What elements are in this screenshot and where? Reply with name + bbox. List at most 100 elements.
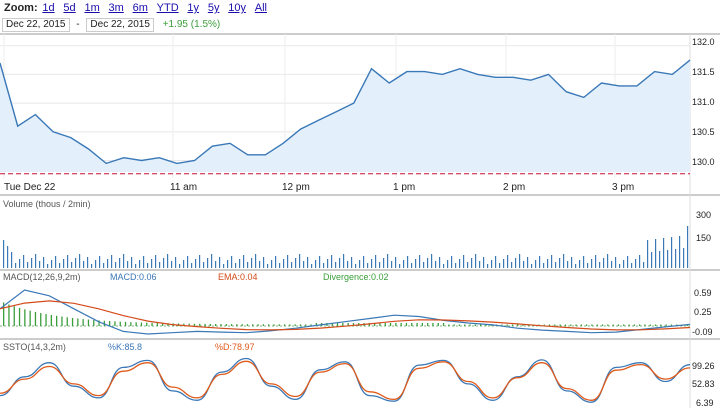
macd-histogram-bar — [50, 314, 52, 326]
volume-bar — [515, 258, 517, 268]
macd-histogram-bar — [660, 324, 662, 326]
volume-bar — [623, 260, 625, 268]
price-tick-2: 131.0 — [692, 97, 715, 107]
volume-bar — [411, 263, 413, 268]
macd-histogram-bar — [649, 324, 651, 326]
volume-bar — [423, 262, 425, 268]
macd-histogram-bar — [448, 324, 450, 326]
volume-bar — [115, 262, 117, 268]
zoom-5d[interactable]: 5d — [63, 2, 76, 14]
macd-histogram-bar — [474, 324, 476, 326]
volume-bar — [311, 264, 313, 268]
volume-bar — [51, 260, 53, 268]
volume-bar — [239, 259, 241, 268]
zoom-ytd[interactable]: YTD — [156, 2, 179, 14]
zoom-1d[interactable]: 1d — [42, 2, 55, 14]
volume-bar — [627, 256, 629, 268]
macd-label: MACD(12,26,9,2m) — [3, 272, 81, 282]
zoom-all[interactable]: All — [254, 2, 267, 14]
volume-bar — [547, 259, 549, 268]
ema-line — [0, 300, 691, 331]
volume-bar — [59, 263, 61, 268]
zoom-3m[interactable]: 3m — [108, 2, 124, 14]
volume-bar — [131, 257, 133, 268]
volume-bar — [535, 260, 537, 268]
macd-histogram-bar — [66, 317, 68, 326]
volume-bar — [663, 238, 665, 268]
macd-histogram-bar — [517, 324, 519, 326]
ssto-tick-0: 99.26 — [692, 361, 715, 371]
volume-bar — [163, 258, 165, 268]
volume-bars — [3, 226, 689, 268]
macd-histogram-bar — [24, 309, 26, 326]
macd-histogram-bar — [400, 322, 402, 326]
macd-histogram-bar — [283, 324, 286, 326]
volume-bar — [127, 261, 129, 268]
volume-bar — [427, 258, 429, 268]
time-tick-3: 1 pm — [393, 182, 415, 193]
macd-histogram-bar — [225, 324, 227, 326]
volume-bar — [655, 239, 657, 268]
macd-histogram-bar — [29, 310, 31, 326]
volume-bar — [683, 248, 685, 268]
volume-bar — [375, 255, 377, 268]
volume-label: Volume (thous / 2min) — [3, 199, 91, 209]
macd-histogram-bar — [480, 324, 482, 326]
macd-histogram-bar — [591, 324, 593, 326]
macd-histogram-bar — [93, 319, 95, 326]
macd-histogram-bar — [278, 324, 280, 326]
volume-bar — [215, 261, 217, 268]
macd-histogram-bar — [82, 319, 84, 326]
volume-bar — [227, 260, 229, 268]
volume-bar — [275, 256, 277, 268]
volume-bar — [63, 259, 65, 268]
range-end-date[interactable]: Dec 22, 2015 — [86, 18, 154, 32]
zoom-1m[interactable]: 1m — [84, 2, 100, 14]
range-start-date[interactable]: Dec 22, 2015 — [2, 18, 70, 32]
zoom-6m[interactable]: 6m — [132, 2, 148, 14]
macd-histogram-bar — [98, 320, 100, 326]
volume-bar — [467, 262, 469, 268]
volume-bar — [679, 236, 681, 268]
volume-bar — [347, 261, 349, 268]
volume-bar — [619, 264, 621, 268]
volume-bar — [15, 263, 17, 268]
volume-bar — [119, 258, 121, 268]
volume-bar — [255, 254, 257, 268]
volume-bar — [151, 259, 153, 268]
volume-bar — [479, 261, 481, 268]
sto-k-line — [0, 357, 691, 403]
volume-bar — [487, 264, 489, 268]
volume-bar — [579, 260, 581, 268]
volume-bar — [539, 256, 541, 268]
volume-bar — [235, 263, 237, 268]
volume-bar — [67, 255, 69, 268]
macd-histogram-bar — [686, 324, 688, 326]
price-tick-3: 130.5 — [692, 127, 715, 137]
zoom-1y[interactable]: 1y — [187, 2, 200, 14]
volume-bar — [307, 257, 309, 268]
volume-bar — [251, 258, 253, 268]
volume-bar — [263, 257, 265, 268]
macd-histogram-bar — [617, 324, 620, 326]
macd-histogram-bar — [347, 322, 349, 326]
macd-histogram-bar — [273, 324, 275, 326]
volume-bar — [175, 257, 177, 268]
macd-histogram-bar — [336, 322, 339, 326]
macd-histogram-bar — [289, 324, 291, 326]
macd-histogram-bar — [442, 322, 445, 326]
volume-bar — [203, 262, 205, 268]
volume-bar — [187, 256, 189, 268]
volume-bar — [147, 263, 149, 268]
volume-bar — [327, 259, 329, 268]
volume-bar — [79, 254, 81, 268]
volume-bar — [103, 263, 105, 268]
volume-bar — [139, 260, 141, 268]
macd-histogram-bar — [458, 324, 461, 326]
macd-histogram-bar — [156, 323, 158, 326]
time-axis: Tue Dec 22 11 am 12 pm 1 pm 2 pm 3 pm — [4, 182, 634, 193]
macd-histogram-bar — [241, 324, 243, 326]
zoom-5y[interactable]: 5y — [207, 2, 220, 14]
zoom-10y[interactable]: 10y — [228, 2, 246, 14]
